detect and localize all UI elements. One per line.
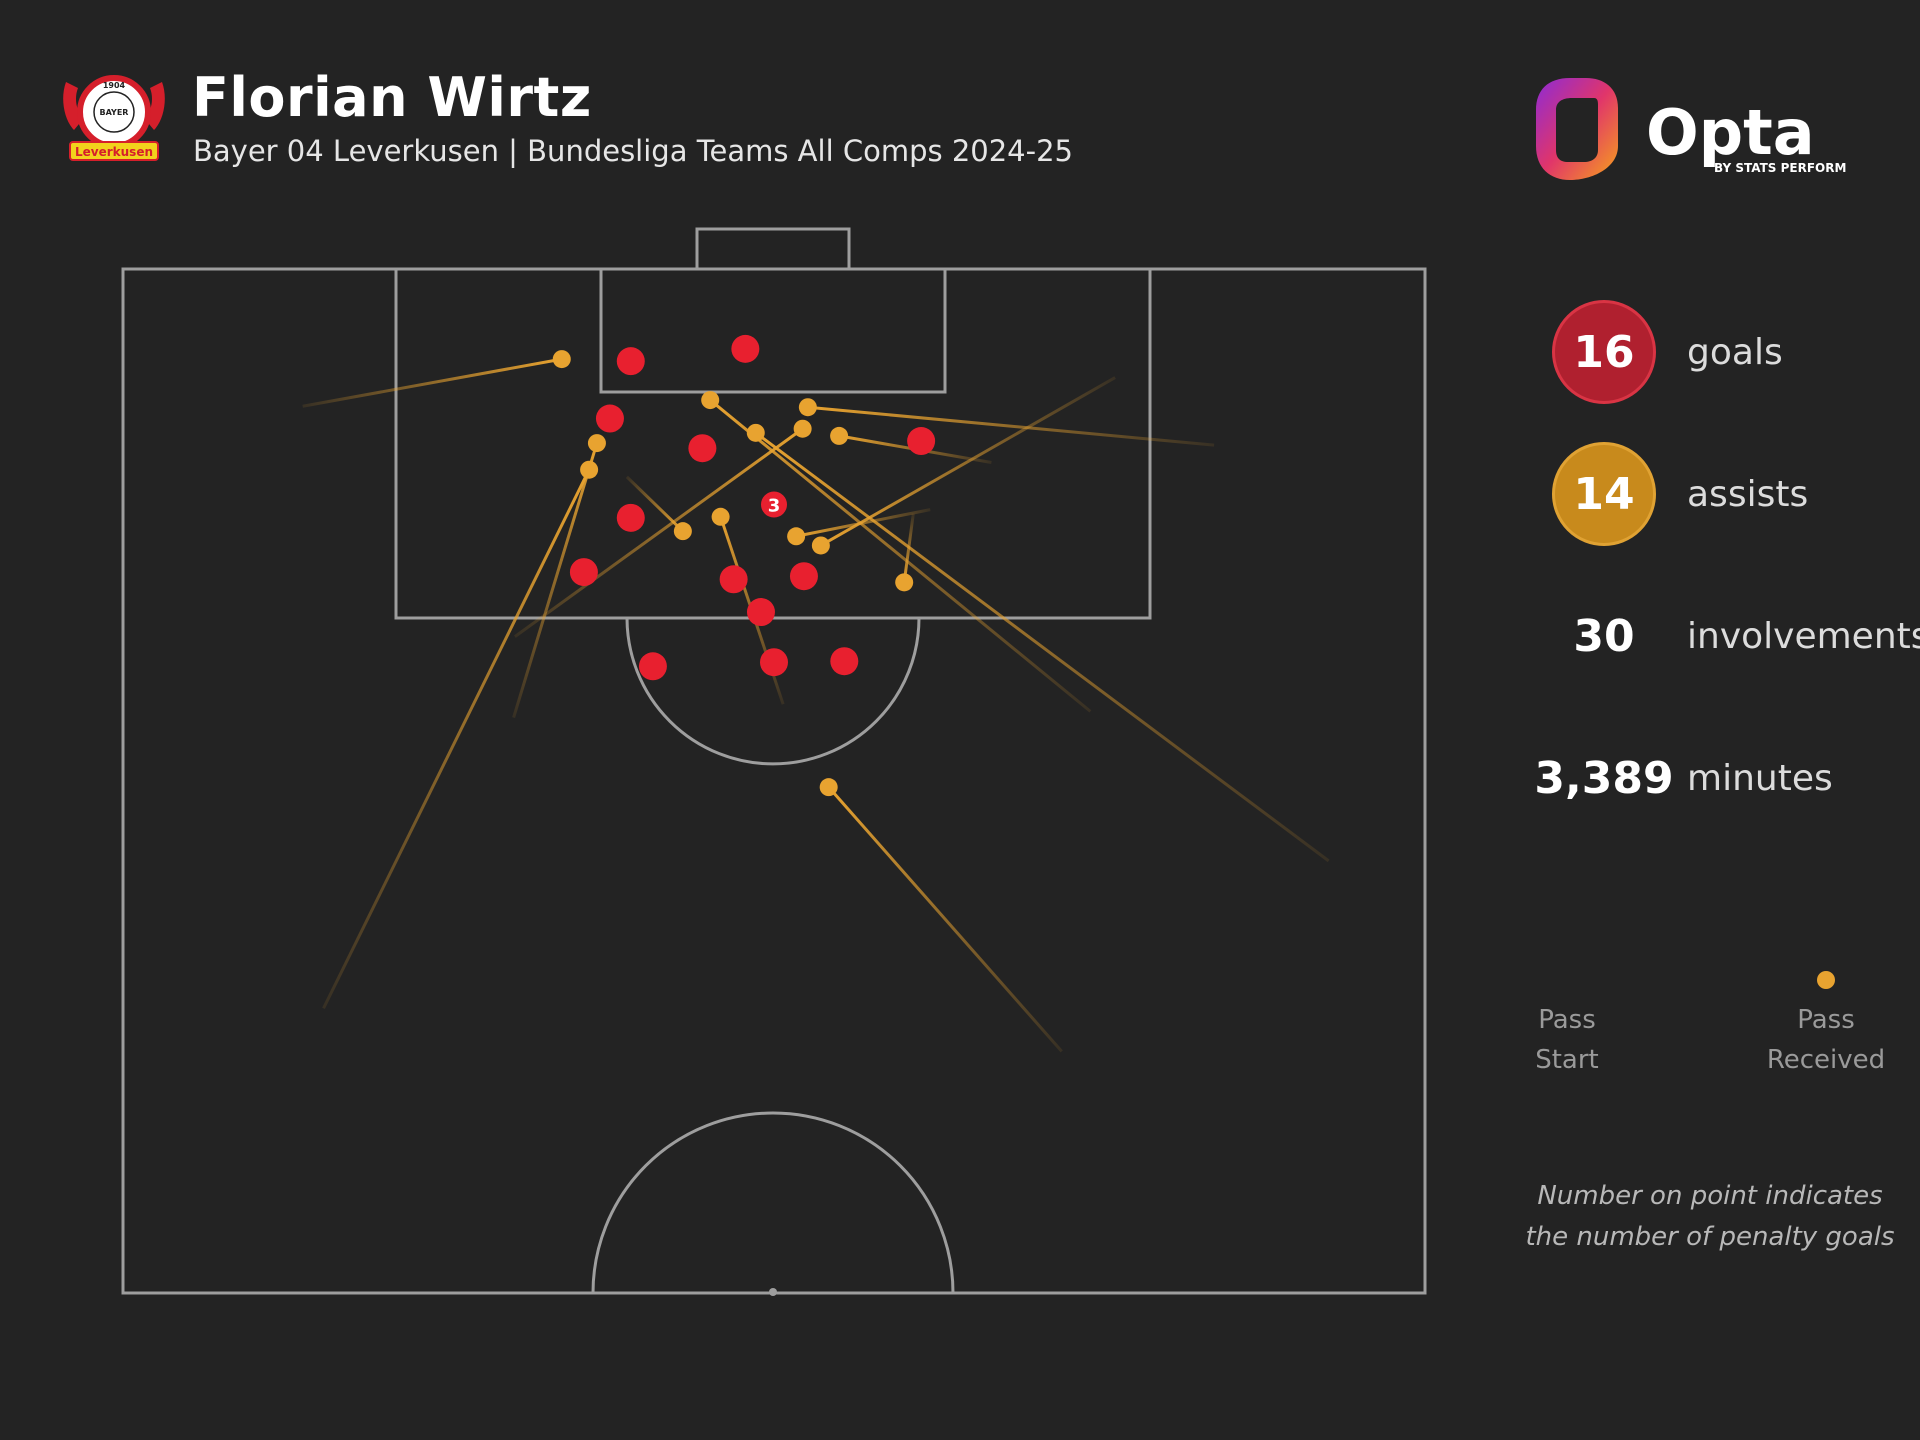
assist-pass-line bbox=[807, 405, 1215, 447]
crest-banner bbox=[69, 141, 159, 161]
minutes-label: minutes bbox=[1687, 757, 1833, 799]
assist-pass-line bbox=[302, 357, 563, 408]
assist-received-point bbox=[552, 350, 571, 369]
crest-bayer: BAYER bbox=[100, 108, 129, 117]
assist-received-point bbox=[793, 419, 812, 438]
assist-received-point bbox=[787, 527, 806, 546]
crest-year: 1904 bbox=[103, 81, 126, 90]
pitch-outline bbox=[121, 267, 1427, 1295]
pass-legend: Pass Start Pass Received bbox=[1520, 960, 1900, 1090]
penalty-note-line2: the number of penalty goals bbox=[1525, 1222, 1895, 1252]
legend-received-line1: Pass bbox=[1797, 1005, 1855, 1035]
penalty-note-line1: Number on point indicates bbox=[1537, 1181, 1883, 1211]
assist-received-point bbox=[580, 460, 599, 479]
assists-label: assists bbox=[1687, 473, 1809, 515]
player-name: Florian Wirtz bbox=[192, 66, 592, 129]
assist-received-point bbox=[830, 426, 849, 445]
goal bbox=[695, 227, 851, 271]
assist-received-point bbox=[711, 507, 730, 526]
assist-pass-line bbox=[754, 431, 1330, 863]
goal-point bbox=[731, 334, 760, 363]
goal-point bbox=[638, 652, 667, 681]
assist-received-point bbox=[895, 573, 914, 592]
opta-logo: Opta BY STATS PERFORM bbox=[1536, 78, 1846, 180]
penalty-note: Number on point indicates the number of … bbox=[1500, 1176, 1920, 1258]
opta-wordmark: Opta bbox=[1646, 96, 1815, 169]
goal-point bbox=[719, 565, 748, 594]
goal-point bbox=[789, 562, 818, 591]
crest-banner-text: Leverkusen bbox=[75, 145, 153, 159]
penalty-goal-point bbox=[761, 491, 787, 518]
assist-pass-line bbox=[902, 513, 915, 583]
legend-received-line2: Received bbox=[1766, 1045, 1886, 1075]
legend-line bbox=[1567, 971, 1835, 989]
assist-received-point bbox=[701, 391, 720, 410]
legend-start-line2: Start bbox=[1535, 1045, 1599, 1075]
subtitle: Bayer 04 Leverkusen | Bundesliga Teams A… bbox=[193, 134, 1073, 168]
assist-received-point bbox=[819, 778, 838, 797]
involvements-label: involvements bbox=[1687, 615, 1920, 657]
assist-pass-line bbox=[709, 398, 1092, 713]
goal-point bbox=[616, 503, 645, 532]
goal-point bbox=[595, 404, 624, 433]
six-yard-box bbox=[599, 267, 947, 394]
minutes-value: 3,389 bbox=[1534, 752, 1674, 804]
goal-point bbox=[760, 648, 788, 677]
stat-goals: 16 goals bbox=[1552, 300, 1783, 408]
assist-received-point bbox=[673, 522, 692, 541]
club-crest: 1904 BAYER Leverkusen bbox=[63, 75, 165, 161]
crest-bayer-cross bbox=[93, 91, 135, 133]
assist-pass-line bbox=[512, 442, 599, 718]
penalty-area bbox=[394, 267, 1152, 620]
penalty-count-label: 3 bbox=[768, 496, 781, 517]
centre-spot bbox=[769, 1288, 777, 1296]
assist-layer bbox=[302, 350, 1330, 1053]
opta-mark-icon bbox=[1536, 78, 1618, 180]
assist-received-point bbox=[798, 398, 817, 417]
assist-pass-line bbox=[827, 786, 1063, 1053]
stat-minutes: 3,389 minutes bbox=[1534, 726, 1832, 834]
centre-circle bbox=[591, 1111, 955, 1294]
assist-received-point bbox=[811, 536, 830, 555]
legend-start: Pass Start bbox=[1527, 1000, 1607, 1080]
involvements-value: 30 bbox=[1573, 610, 1635, 662]
legend-received: Pass Received bbox=[1766, 1000, 1886, 1080]
assist-received-point bbox=[587, 434, 606, 453]
legend-start-line1: Pass bbox=[1538, 1005, 1596, 1035]
goal-point bbox=[688, 434, 717, 463]
goals-badge: 16 bbox=[1552, 300, 1656, 404]
assist-pass-line bbox=[820, 376, 1116, 547]
assists-badge: 14 bbox=[1552, 442, 1656, 546]
stat-assists: 14 assists bbox=[1552, 442, 1808, 550]
assist-received-point bbox=[746, 423, 765, 442]
opta-byline: BY STATS PERFORM bbox=[1714, 161, 1846, 175]
assist-pass-line bbox=[322, 469, 591, 1009]
goal-point bbox=[569, 558, 598, 587]
goal-point bbox=[616, 347, 645, 376]
legend-pass-dot bbox=[1817, 971, 1835, 989]
stat-involvements: 30 involvements bbox=[1552, 584, 1920, 692]
assist-pass-line bbox=[514, 427, 804, 638]
goals-label: goals bbox=[1687, 331, 1783, 373]
goal-point bbox=[746, 598, 775, 627]
penalty-arc bbox=[625, 617, 921, 766]
goal-point bbox=[907, 427, 936, 456]
goal-point bbox=[830, 647, 859, 676]
goal-layer: 3 bbox=[569, 334, 936, 681]
